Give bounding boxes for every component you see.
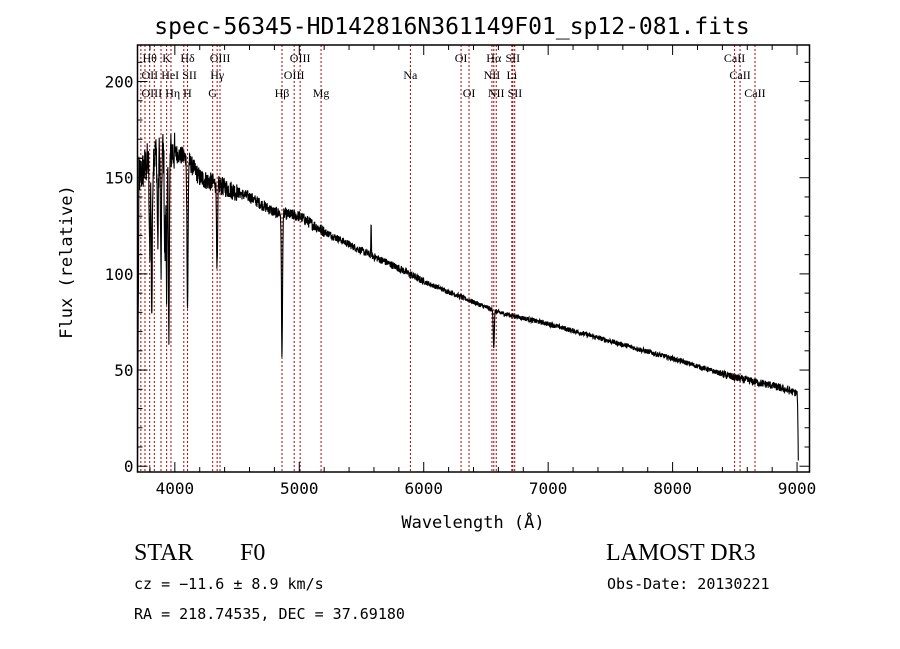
- line-label: G: [208, 86, 217, 100]
- x-tick-label: 6000: [404, 479, 443, 498]
- y-tick-label: 100: [105, 265, 134, 284]
- line-label: Hα: [486, 51, 502, 65]
- survey-name: LAMOST DR3: [606, 540, 756, 566]
- subclass: F0: [240, 540, 265, 566]
- y-tick-label: 50: [114, 361, 133, 380]
- x-tick-label: 7000: [529, 479, 568, 498]
- line-label: Mg: [313, 86, 330, 100]
- obs-date: Obs-Date: 20130221: [607, 575, 770, 593]
- line-label: Hγ: [210, 68, 225, 82]
- spectrum-line: [136, 132, 799, 467]
- line-label: OIII: [142, 86, 163, 100]
- line-label: H: [183, 86, 192, 100]
- x-tick-label: 9000: [778, 479, 817, 498]
- line-label: SII: [182, 68, 197, 82]
- line-label: OII: [142, 68, 159, 82]
- line-label: Na: [403, 68, 418, 82]
- x-tick-label: 4000: [156, 479, 195, 498]
- object-type: STAR: [134, 540, 193, 566]
- line-label: SII: [506, 51, 521, 65]
- line-label: NII: [484, 68, 501, 82]
- line-label: Hη: [165, 86, 180, 100]
- y-axis-label: Flux (relative): [57, 185, 77, 339]
- line-label: OIII: [284, 68, 305, 82]
- y-tick-label: 0: [124, 457, 134, 476]
- line-label: OI: [463, 86, 476, 100]
- line-label: CaII: [729, 68, 750, 82]
- plot-frame: [136, 44, 811, 473]
- line-label: SII: [508, 86, 523, 100]
- line-label: Hβ: [275, 86, 290, 100]
- spectral-line-markers: [140, 45, 756, 472]
- line-label: Hθ: [143, 51, 158, 65]
- chart-title: spec-56345-HD142816N361149F01_sp12-081.f…: [154, 14, 749, 40]
- x-tick-label: 8000: [653, 479, 692, 498]
- y-tick-label: 150: [105, 169, 134, 188]
- line-label: OI: [455, 51, 468, 65]
- coordinates: RA = 218.74535, DEC = 37.69180: [134, 605, 405, 623]
- line-label: NII: [488, 86, 505, 100]
- axis-ticks: 4000 5000 6000 7000 8000 9000 0 50 100 150 200: [105, 45, 817, 498]
- line-label: CaII: [724, 51, 745, 65]
- line-label: OIII: [290, 51, 311, 65]
- x-axis-label: Wavelength (Å): [401, 511, 544, 533]
- line-label: OIII: [210, 51, 231, 65]
- y-tick-label: 200: [105, 73, 134, 92]
- line-label: Hδ: [180, 51, 195, 65]
- line-label: HeI: [161, 68, 179, 82]
- x-tick-label: 5000: [280, 479, 319, 498]
- line-label: Li: [507, 68, 518, 82]
- line-label: CaII: [744, 86, 765, 100]
- line-label: K: [162, 51, 171, 65]
- redshift-info: cz = −11.6 ± 8.9 km/s: [134, 575, 324, 593]
